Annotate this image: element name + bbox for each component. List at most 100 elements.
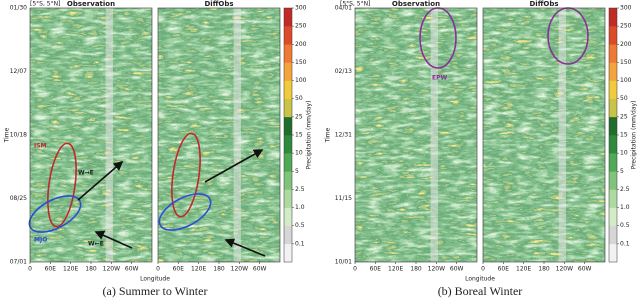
colorbar-bin	[284, 98, 292, 118]
colorbar-tick-label: 2.5	[295, 186, 305, 193]
subplot-title: DiffObs	[204, 0, 233, 8]
precip-field	[30, 8, 152, 262]
x-tick-label: 60E	[498, 266, 510, 273]
y-tick-label: 12/07	[10, 68, 27, 75]
caption: (a) Summer to Winter	[103, 284, 208, 298]
x-tick-label: 120W	[428, 266, 445, 273]
x-axis-label: Longitude	[465, 276, 495, 283]
x-tick-label: 0	[28, 266, 32, 273]
dry-band	[558, 8, 566, 262]
x-tick-label: 60W	[450, 266, 464, 273]
colorbar-tick-label: 250	[620, 23, 632, 30]
colorbar-tick-label: 25	[295, 113, 303, 120]
dry-band	[233, 8, 241, 262]
colorbar-bin	[284, 62, 292, 81]
colorbar-tick-label: 1.0	[295, 204, 305, 211]
annotation: ISM	[34, 143, 47, 150]
subplot-title: Observation	[392, 0, 440, 8]
colorbar-tick-label: 1.0	[620, 204, 630, 211]
colorbar-tick-label: 0.5	[620, 222, 630, 229]
y-tick-label: 11/15	[335, 195, 352, 202]
colorbar-bin	[609, 62, 617, 81]
x-tick-label: 180	[538, 266, 550, 273]
colorbar-bin	[284, 26, 292, 45]
colorbar-bin	[284, 80, 292, 100]
x-tick-label: 180	[85, 266, 97, 273]
colorbar-label: Precipitation (mm/day)	[306, 101, 313, 170]
arrow	[94, 230, 133, 249]
colorbar-bin	[609, 135, 617, 154]
colorbar-bin	[609, 207, 617, 227]
colorbar-bin	[609, 243, 617, 263]
colorbar-tick-label: 0.5	[295, 222, 305, 229]
x-tick-label: 0	[353, 266, 357, 273]
heatmaps	[30, 8, 605, 262]
colorbar-bin	[284, 153, 292, 172]
colorbar-bin	[284, 189, 292, 208]
x-tick-label: 180	[410, 266, 422, 273]
x-tick-label: 120W	[231, 266, 248, 273]
colorbar-bin	[609, 225, 617, 245]
ism-ellipse	[47, 142, 77, 228]
x-tick-label: 60E	[45, 266, 57, 273]
colorbar-tick-label: 0.1	[295, 240, 305, 247]
colorbar-bin	[284, 243, 292, 263]
region-label: [5°S, 5°N]	[30, 1, 60, 8]
colorbar-bin	[284, 116, 292, 136]
x-tick-label: 180	[213, 266, 225, 273]
arrow	[224, 238, 266, 257]
y-tick-label: 07/01	[10, 259, 27, 266]
colorbar-bin	[609, 26, 617, 45]
x-tick-label: 60E	[173, 266, 185, 273]
region-label: [5°S, 5°N]	[340, 1, 370, 8]
x-tick-label: 60E	[370, 266, 382, 273]
colorbar-tick-label: 25	[620, 113, 628, 120]
colorbar-bin	[609, 8, 617, 27]
colorbar-tick-label: 300	[295, 5, 307, 12]
x-tick-label: 120W	[103, 266, 120, 273]
colorbar-tick-label: 5	[295, 168, 299, 175]
colorbar-bin	[284, 171, 292, 190]
caption: (b) Boreal Winter	[438, 284, 523, 298]
arrow	[204, 149, 264, 183]
colorbar-tick-label: 150	[295, 59, 307, 66]
y-axis-label: Time	[4, 127, 11, 143]
colorbar-tick-label: 100	[620, 77, 632, 84]
dry-band	[105, 8, 113, 262]
colorbar-tick-label: 100	[295, 77, 307, 84]
colorbar-bin	[609, 98, 617, 118]
x-tick-label: 0	[156, 266, 160, 273]
x-tick-label: 120W	[556, 266, 573, 273]
y-tick-label: 02/13	[335, 68, 352, 75]
arrow	[77, 160, 124, 201]
colorbar-bin	[609, 80, 617, 100]
subplot-title: DiffObs	[529, 0, 558, 8]
colorbar-tick-label: 15	[620, 132, 628, 139]
colorbar-bin	[609, 116, 617, 136]
dry-band	[430, 8, 438, 262]
colorbar-tick-label: 0.1	[620, 240, 630, 247]
annotation: EPW	[432, 75, 447, 82]
colorbar-bin	[609, 153, 617, 172]
annotation: MJO	[34, 237, 47, 244]
colorbar-tick-label: 200	[295, 41, 307, 48]
colorbar-tick-label: 250	[295, 23, 307, 30]
y-tick-label: 08/25	[10, 195, 27, 202]
y-tick-label: 10/01	[335, 259, 352, 266]
x-tick-label: 60W	[578, 266, 592, 273]
colorbar-frame	[283, 7, 293, 263]
colorbar-bin	[284, 44, 292, 63]
annotation: W←E	[88, 241, 104, 248]
y-tick-label: 12/31	[335, 132, 352, 139]
colorbar-bin	[609, 189, 617, 208]
y-tick-label: 01/30	[10, 5, 27, 12]
subplot-title: Observation	[67, 0, 115, 8]
x-tick-label: 120E	[63, 266, 78, 273]
annotation: W→E	[78, 170, 94, 177]
colorbar-bin	[609, 44, 617, 63]
colorbar-tick-label: 10	[620, 150, 628, 157]
colorbar-bin	[284, 207, 292, 227]
colorbar-frame	[608, 7, 618, 263]
